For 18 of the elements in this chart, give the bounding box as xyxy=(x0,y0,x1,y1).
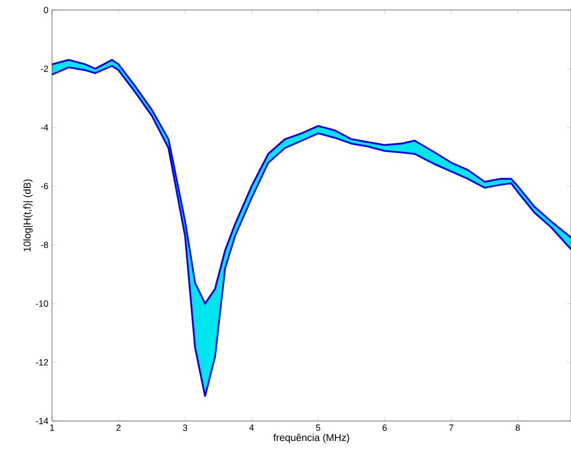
x-tick-label: 4 xyxy=(249,424,254,431)
x-tick-label: 3 xyxy=(182,424,188,431)
y-tick-label: -2 xyxy=(40,66,48,72)
x-axis-title: frequência (MHz) xyxy=(273,434,350,444)
x-tick-label: 2 xyxy=(116,424,121,431)
y-tick-label: -10 xyxy=(36,300,48,307)
y-tick-label: -8 xyxy=(40,242,48,248)
x-tick-label: 6 xyxy=(382,424,387,431)
x-tick-label: 7 xyxy=(449,424,454,431)
y-tick-label: -12 xyxy=(36,359,48,366)
y-tick-label: 0 xyxy=(44,6,48,14)
y-tick-label: -14 xyxy=(36,418,48,424)
y-axis-title: 10log|H(t,f)| (dB) xyxy=(23,179,33,252)
x-tick-label: 8 xyxy=(516,424,520,431)
y-tick-label: -4 xyxy=(40,124,48,131)
x-tick-label: 1 xyxy=(50,424,54,431)
y-tick-label: -6 xyxy=(40,182,48,190)
x-tick-label: 5 xyxy=(316,424,320,431)
